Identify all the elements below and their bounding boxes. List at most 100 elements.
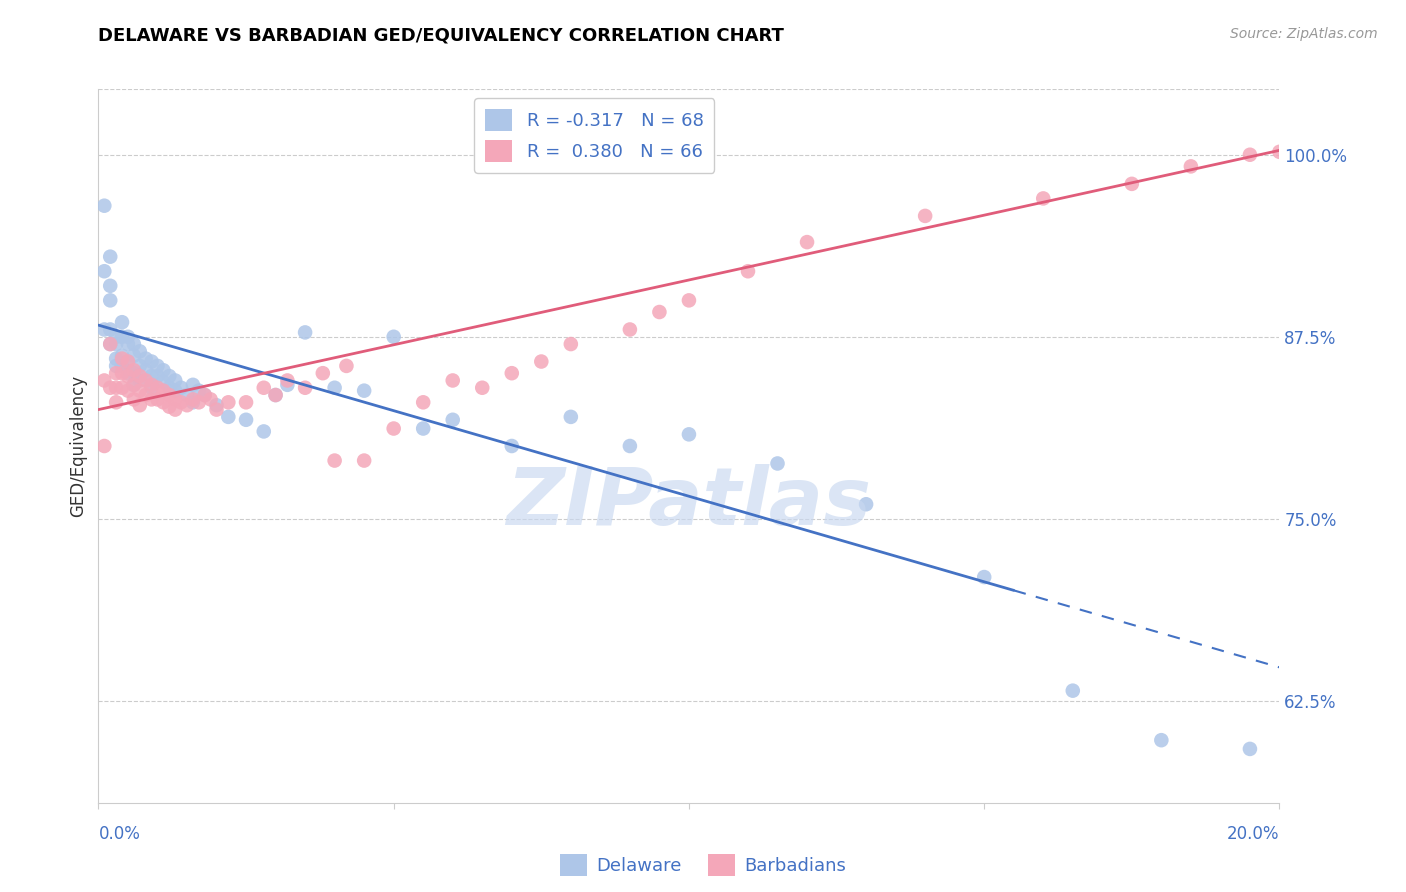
Point (128, 369, 150, 384)
Point (157, 381, 180, 395)
Point (98, 293, 121, 308)
Point (111, 359, 134, 373)
Point (412, 421, 434, 435)
Point (1121, 177, 1143, 191)
Point (501, 439, 523, 453)
Point (93, 374, 115, 388)
Point (235, 395, 257, 409)
Point (1032, 191, 1054, 205)
Point (353, 453, 375, 467)
Point (111, 349, 134, 363)
Point (217, 409, 239, 424)
Point (441, 374, 464, 388)
Point (294, 381, 316, 395)
Y-axis label: GED/Equivalency: GED/Equivalency (69, 375, 87, 517)
Point (276, 374, 298, 388)
Point (117, 384, 139, 398)
Point (165, 374, 187, 388)
Point (98, 337, 121, 351)
Point (141, 369, 163, 384)
Point (176, 398, 198, 412)
Point (766, 457, 789, 471)
Point (253, 381, 276, 395)
Point (441, 413, 464, 427)
Point (1150, 733, 1173, 747)
Point (914, 209, 936, 223)
Point (122, 366, 145, 380)
Point (105, 351, 128, 366)
Point (141, 381, 163, 395)
Point (105, 330, 128, 344)
Point (294, 326, 316, 340)
Point (105, 381, 128, 395)
Point (152, 375, 174, 389)
Point (135, 351, 157, 366)
Point (200, 392, 222, 407)
Point (93, 264, 115, 278)
Point (678, 427, 700, 442)
Point (382, 330, 405, 344)
Point (98, 250, 121, 264)
Point (560, 337, 582, 351)
Point (165, 392, 187, 407)
Point (105, 337, 128, 351)
Point (128, 344, 150, 359)
Point (335, 359, 357, 373)
Point (264, 388, 287, 402)
Point (194, 388, 217, 402)
Point (98, 322, 121, 336)
Point (181, 392, 204, 407)
Point (98, 337, 121, 351)
Point (146, 392, 169, 407)
Point (141, 392, 163, 407)
Point (152, 363, 174, 377)
Point (973, 570, 995, 584)
Text: ZIPatlas: ZIPatlas (506, 464, 872, 542)
Point (122, 392, 145, 407)
Point (105, 395, 128, 409)
Point (117, 369, 139, 384)
Point (276, 377, 298, 392)
Point (530, 354, 553, 368)
Point (152, 395, 174, 409)
Point (157, 369, 180, 384)
Text: DELAWARE VS BARBADIAN GED/EQUIVALENCY CORRELATION CHART: DELAWARE VS BARBADIAN GED/EQUIVALENCY CO… (98, 27, 785, 45)
Point (111, 381, 134, 395)
Point (353, 384, 375, 398)
Point (135, 388, 157, 402)
Point (157, 388, 180, 402)
Legend: R = -0.317   N = 68, R =  0.380   N = 66: R = -0.317 N = 68, R = 0.380 N = 66 (474, 98, 714, 173)
Point (152, 384, 174, 398)
Point (93, 199, 115, 213)
Point (253, 425, 276, 439)
Point (141, 377, 163, 392)
Point (323, 453, 346, 467)
Point (122, 349, 145, 363)
Point (111, 351, 134, 366)
Point (135, 363, 157, 377)
Point (1268, 145, 1291, 159)
Point (122, 363, 145, 377)
Point (1239, 147, 1261, 161)
Point (648, 305, 671, 319)
Point (187, 384, 209, 398)
Point (205, 402, 228, 417)
Point (93, 439, 115, 453)
Point (737, 264, 759, 278)
Text: 20.0%: 20.0% (1227, 825, 1279, 843)
Point (117, 330, 139, 344)
Point (323, 381, 346, 395)
Point (146, 381, 169, 395)
Point (796, 235, 818, 249)
Point (122, 337, 145, 351)
Point (181, 377, 204, 392)
Point (128, 374, 150, 388)
Point (98, 278, 121, 293)
Point (471, 381, 494, 395)
Point (187, 395, 209, 409)
Point (619, 439, 641, 453)
Point (117, 337, 139, 351)
Point (264, 388, 287, 402)
Point (146, 359, 169, 373)
Point (105, 359, 128, 373)
